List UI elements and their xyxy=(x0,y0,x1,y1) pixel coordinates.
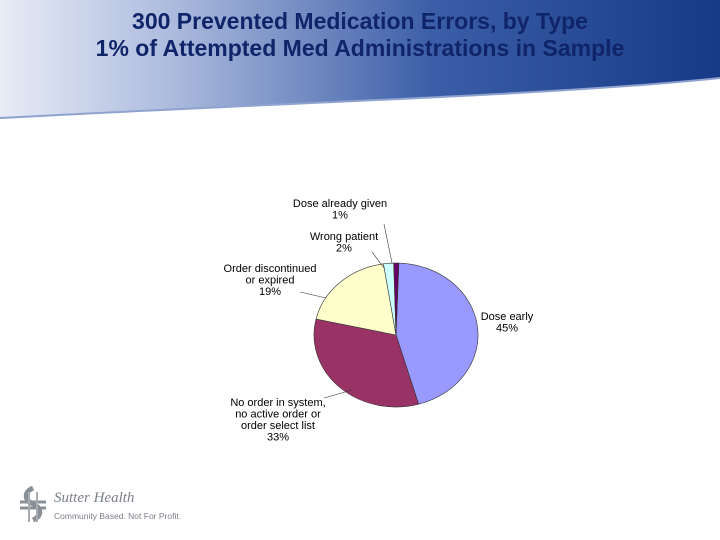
pie-slice-4 xyxy=(393,262,400,336)
pie-slice-2 xyxy=(315,263,397,336)
slice-label-2: Order discontinued or expired 19% xyxy=(224,263,317,298)
slice-label-4: Dose already given 1% xyxy=(293,198,387,222)
pie-slice-0 xyxy=(395,262,479,405)
leader-line-4 xyxy=(383,223,393,264)
slice-label-0: Dose early 45% xyxy=(481,311,534,335)
leader-line-3 xyxy=(371,251,385,269)
slice-label-1: No order in system, no active order or ord… xyxy=(230,397,325,444)
title-line-1: 300 Prevented Medication Errors, by Type xyxy=(132,8,588,34)
pie-slice-1 xyxy=(313,318,419,408)
header-swoosh xyxy=(0,0,720,119)
title-line-2: 1% of Attempted Med Administrations in S… xyxy=(95,35,625,61)
sutter-health-logo: Sutter Health Community Based. Not For P… xyxy=(16,485,196,526)
logo-tagline: Community Based. Not For Profit. xyxy=(54,511,182,521)
page-title: 300 Prevented Medication Errors, by Type… xyxy=(0,8,720,62)
logo-name: Sutter Health xyxy=(54,490,135,506)
sutter-logo-icon xyxy=(20,485,46,523)
header-band xyxy=(0,0,720,130)
slice-label-3: Wrong patient 2% xyxy=(310,231,378,255)
leader-line-1 xyxy=(323,389,353,399)
leader-line-2 xyxy=(299,291,327,299)
